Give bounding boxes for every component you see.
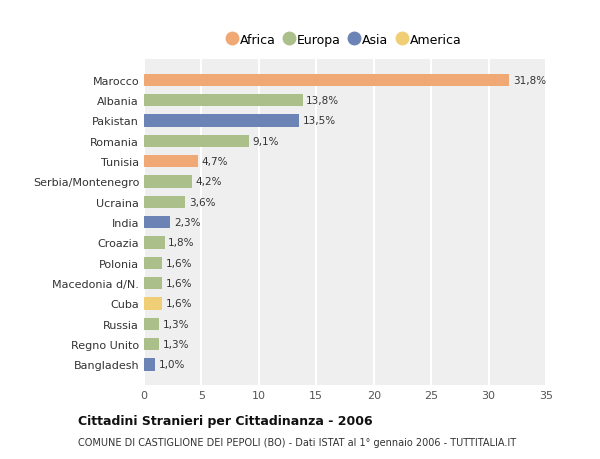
Bar	[144, 176, 192, 188]
Bar	[144, 358, 155, 371]
Text: 1,3%: 1,3%	[163, 339, 189, 349]
Bar	[144, 95, 302, 107]
Text: 4,2%: 4,2%	[196, 177, 222, 187]
Bar	[144, 237, 164, 249]
Bar	[144, 74, 509, 87]
Bar	[144, 135, 248, 147]
Text: 31,8%: 31,8%	[512, 76, 546, 85]
Bar	[144, 196, 185, 208]
Text: 13,5%: 13,5%	[302, 116, 335, 126]
Text: 1,6%: 1,6%	[166, 258, 193, 268]
Text: Cittadini Stranieri per Cittadinanza - 2006: Cittadini Stranieri per Cittadinanza - 2…	[78, 414, 373, 428]
Bar	[144, 277, 163, 290]
Text: 9,1%: 9,1%	[252, 136, 278, 146]
Bar	[144, 156, 198, 168]
Text: 1,3%: 1,3%	[163, 319, 189, 329]
Text: 3,6%: 3,6%	[189, 197, 215, 207]
Text: 13,8%: 13,8%	[306, 96, 339, 106]
Bar	[144, 257, 163, 269]
Bar	[144, 338, 159, 351]
Legend: Africa, Europa, Asia, America: Africa, Europa, Asia, America	[225, 30, 465, 50]
Text: 1,0%: 1,0%	[159, 360, 185, 369]
Bar	[144, 298, 163, 310]
Bar	[144, 115, 299, 127]
Bar	[144, 217, 170, 229]
Bar	[144, 318, 159, 330]
Text: COMUNE DI CASTIGLIONE DEI PEPOLI (BO) - Dati ISTAT al 1° gennaio 2006 - TUTTITAL: COMUNE DI CASTIGLIONE DEI PEPOLI (BO) - …	[78, 437, 516, 447]
Text: 1,8%: 1,8%	[168, 238, 194, 248]
Text: 4,7%: 4,7%	[202, 157, 228, 167]
Text: 2,3%: 2,3%	[174, 218, 200, 228]
Text: 1,6%: 1,6%	[166, 299, 193, 309]
Text: 1,6%: 1,6%	[166, 279, 193, 288]
